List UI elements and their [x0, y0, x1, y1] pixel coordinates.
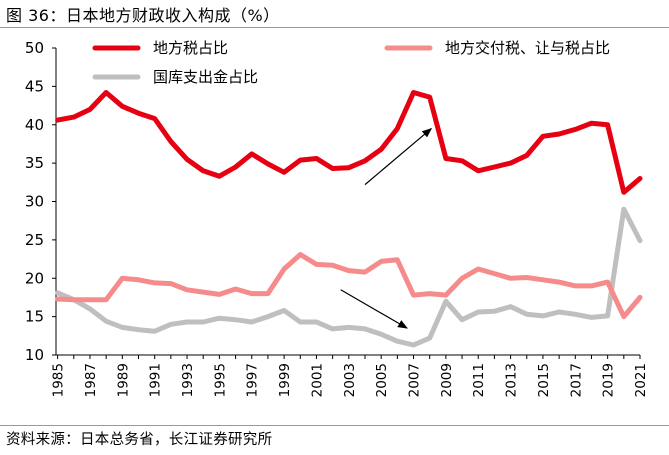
series-line-1 [55, 252, 643, 320]
line-chart: 10 15 20 25 30 35 40 45 50 1985 1987 1989 1991 1993 19… [25, 39, 649, 397]
x-tick-label: 2009 [439, 363, 455, 397]
legend-label-0: 地方税占比 [153, 39, 228, 57]
y-tick-label: 20 [25, 269, 44, 287]
x-tick-label: 2007 [407, 363, 423, 397]
y-tick-label: 45 [25, 77, 44, 95]
y-tick-label: 25 [25, 231, 44, 249]
x-tick-label: 2017 [568, 363, 584, 397]
x-tick-label: 2015 [536, 363, 552, 397]
y-tick-label: 15 [25, 308, 44, 326]
x-tick-label: 2005 [374, 363, 390, 397]
tick-labels: 10 15 20 25 30 35 40 45 50 1985 1987 1989 1991 1993 19… [25, 39, 649, 397]
source-note: 资料来源：日本总务省，长江证券研究所 [6, 432, 273, 448]
x-tick-label: 1987 [83, 363, 99, 397]
x-tick-label: 1991 [148, 363, 164, 397]
annotations [340, 127, 433, 329]
x-tick-label: 1993 [180, 363, 196, 397]
y-tick-label: 10 [25, 346, 44, 364]
y-tick-label: 35 [25, 154, 44, 172]
source-divider [0, 425, 669, 426]
axes [55, 48, 640, 356]
x-tick-label: 1997 [245, 363, 261, 397]
title-divider [0, 27, 669, 28]
x-tick-label: 2011 [471, 363, 487, 397]
x-tick-label: 1989 [115, 363, 131, 397]
chart-title: 图 36：日本地方财政收入构成（%） [6, 6, 280, 25]
legend-label-1: 地方交付税、让与税占比 [445, 39, 610, 57]
series-line-2 [55, 206, 643, 348]
legend-label-2: 国库支出金占比 [153, 68, 258, 86]
y-tick-label: 40 [25, 116, 44, 134]
x-tick-label: 2021 [633, 363, 649, 397]
y-tick-label: 30 [25, 193, 44, 211]
series-line-0 [55, 90, 643, 195]
x-tick-label: 1995 [212, 363, 228, 397]
trend-arrow-1 [340, 289, 408, 329]
x-tick-label: 2003 [342, 363, 358, 397]
x-tick-label: 2019 [601, 363, 617, 397]
x-tick-label: 2013 [504, 363, 520, 397]
x-tick-label: 1999 [277, 363, 293, 397]
x-tick-label: 1985 [51, 363, 67, 397]
series-lines [55, 90, 643, 348]
y-tick-label: 50 [25, 39, 44, 57]
trend-arrow-0 [364, 127, 433, 186]
x-tick-label: 2001 [309, 363, 325, 397]
